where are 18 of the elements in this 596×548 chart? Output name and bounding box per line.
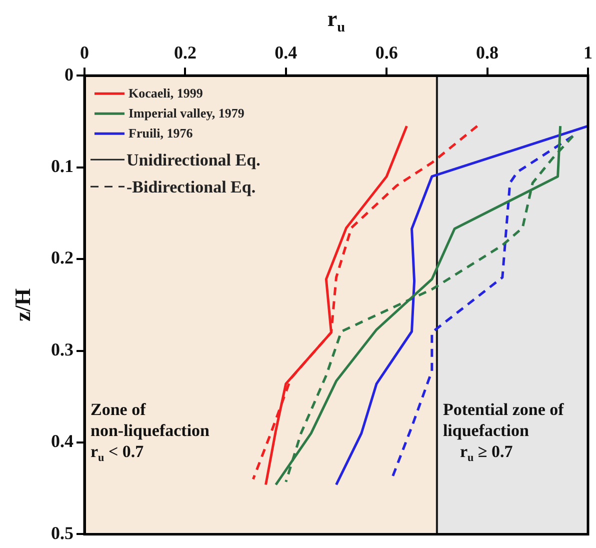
y-tick-label: 0.4 — [51, 431, 74, 452]
y-tick-label: 0.2 — [51, 248, 74, 268]
annotation: Unidirectional Eq. — [126, 150, 260, 170]
legend-label: Kocaeli, 1999 — [128, 86, 204, 101]
annotation: -Bidirectional Eq. — [126, 178, 256, 197]
x-tick-label: 1 — [584, 42, 592, 62]
x-tick-label: 0.4 — [274, 42, 298, 62]
x-tick-label: 0.2 — [174, 42, 196, 62]
y-tick-label: 0.5 — [51, 522, 74, 543]
y-tick-label: 0 — [64, 64, 74, 84]
x-tick-label: 0 — [80, 42, 89, 62]
x-tick-label: 0.8 — [476, 42, 499, 62]
y-tick-label: 0.1 — [51, 156, 74, 176]
y-axis-title: z/H — [10, 288, 35, 322]
legend-label: Fruili, 1976 — [128, 126, 194, 141]
y-tick-label: 0.3 — [51, 339, 74, 360]
legend-label: Imperial valley, 1979 — [128, 106, 245, 121]
x-tick-label: 0.6 — [375, 42, 398, 62]
